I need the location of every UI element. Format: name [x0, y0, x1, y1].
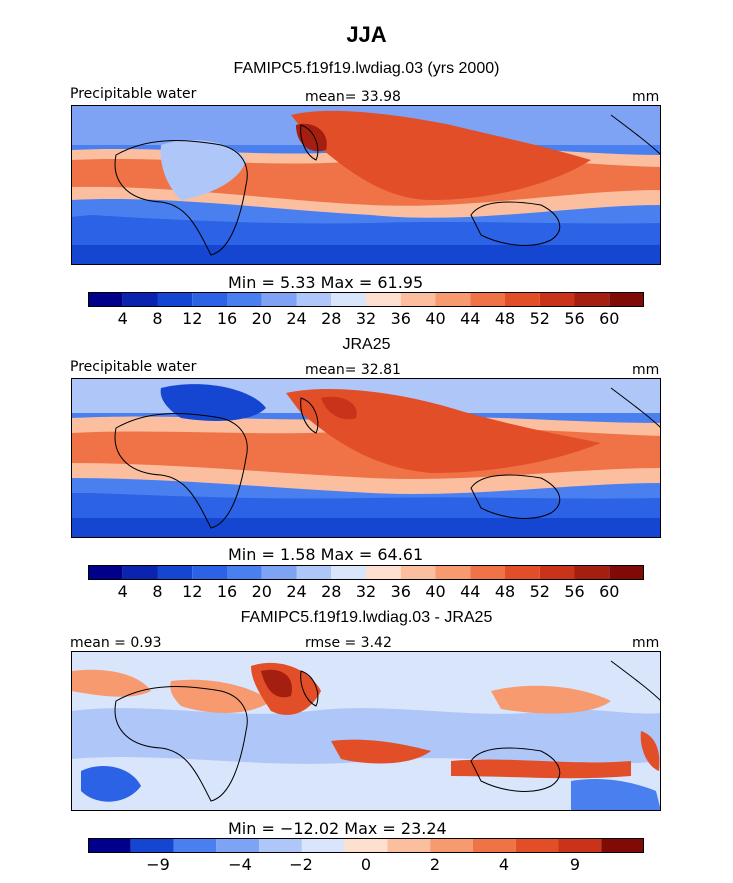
colorbar-tick: 40 [425, 309, 446, 328]
colorbar-tick: 12 [182, 582, 203, 601]
colorbar-tick: 9 [569, 855, 581, 874]
colorbar-tick: 48 [494, 582, 516, 601]
panel1-mean-label: mean= 33.98 [305, 89, 401, 105]
colorbar-tick: 4 [117, 309, 128, 328]
colorbar-tick: 2 [429, 855, 441, 874]
colorbar-tick: 28 [321, 582, 342, 601]
colorbar-tick: −2 [289, 855, 313, 874]
panel3-mean-label: mean = 0.93 [70, 635, 162, 651]
colorbar-tick: 8 [152, 309, 163, 328]
colorbar-tick: 16 [216, 582, 238, 601]
panel2-units-label: mm [632, 362, 660, 378]
colorbar-tick: 8 [152, 582, 163, 601]
panel3-map [71, 651, 661, 811]
panel1-variable-label: Precipitable water [70, 86, 197, 102]
colorbar-tick: 24 [286, 582, 307, 601]
colorbar-tick: 16 [216, 309, 238, 328]
panel2-colorbar [88, 565, 644, 580]
colorbar-tick: 36 [390, 309, 411, 328]
panel1-colorbar-labels: 4 8 12 16 20 24 28 32 36 40 44 48 52 56 … [88, 309, 644, 329]
colorbar-tick: 32 [355, 582, 377, 601]
panel2-mean-label: mean= 32.81 [305, 362, 401, 378]
panel2-title: JRA25 [342, 336, 391, 353]
colorbar-tick: 20 [251, 309, 272, 328]
panel3-minmax: Min = −12.02 Max = 23.24 [228, 819, 447, 838]
colorbar-tick: −9 [146, 855, 170, 874]
panel1-map [71, 105, 661, 265]
panel3-colorbar [88, 838, 644, 853]
panel2-minmax: Min = 1.58 Max = 64.61 [228, 545, 424, 564]
panel3-title: FAMIPC5.f19f19.lwdiag.03 - JRA25 [240, 609, 493, 626]
colorbar-tick: 56 [564, 309, 585, 328]
colorbar-tick: 52 [529, 309, 550, 328]
panel1-minmax: Min = 5.33 Max = 61.95 [228, 273, 424, 292]
panel2-variable-label: Precipitable water [70, 359, 197, 375]
panel2-map [71, 378, 661, 538]
colorbar-tick: 48 [494, 309, 516, 328]
panel1-colorbar [88, 292, 644, 307]
panel3-colorbar-labels: −9 −4 −2 0 2 4 9 [88, 855, 644, 875]
panel3-units-label: mm [632, 635, 660, 651]
colorbar-tick: 44 [460, 309, 481, 328]
colorbar-tick: 12 [182, 309, 203, 328]
colorbar-tick: 28 [321, 309, 342, 328]
season-title: JJA [346, 22, 387, 47]
colorbar-tick: 60 [599, 582, 620, 601]
panel1-units-label: mm [632, 89, 660, 105]
colorbar-tick: 60 [599, 309, 620, 328]
panel3-rmse-label: rmse = 3.42 [305, 635, 392, 651]
colorbar-tick: 40 [425, 582, 446, 601]
colorbar-tick: 24 [286, 309, 307, 328]
colorbar-tick: 52 [529, 582, 550, 601]
colorbar-tick: −4 [228, 855, 252, 874]
colorbar-tick: 4 [498, 855, 510, 874]
colorbar-tick: 56 [564, 582, 585, 601]
colorbar-tick: 20 [251, 582, 272, 601]
colorbar-tick: 4 [117, 582, 128, 601]
panel1-title: FAMIPC5.f19f19.lwdiag.03 (yrs 2000) [233, 60, 500, 77]
colorbar-tick: 44 [460, 582, 481, 601]
colorbar-tick: 32 [355, 309, 377, 328]
colorbar-tick: 0 [360, 855, 372, 874]
panel2-colorbar-labels: 4 8 12 16 20 24 28 32 36 40 44 48 52 56 … [88, 582, 644, 602]
colorbar-tick: 36 [390, 582, 411, 601]
